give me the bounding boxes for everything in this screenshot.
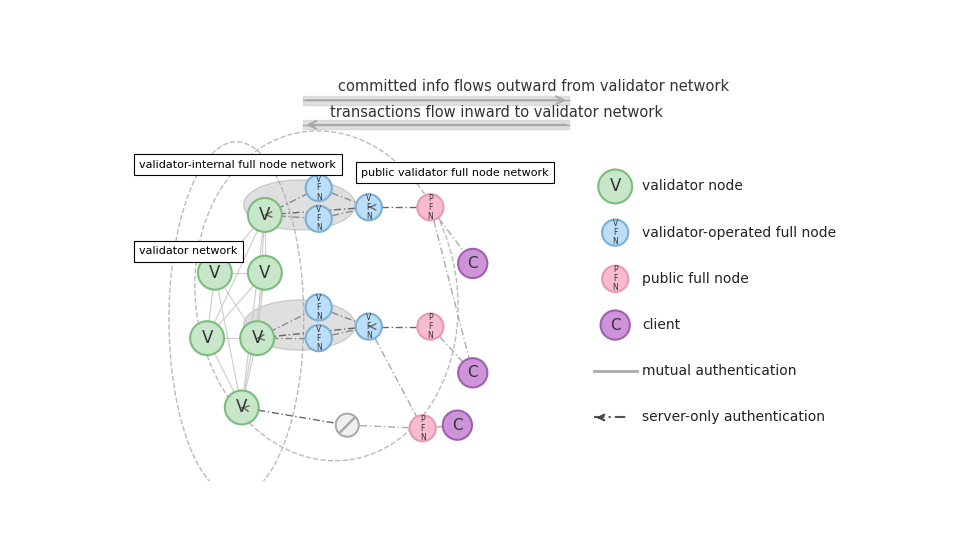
Text: C: C	[468, 256, 478, 271]
Text: validator network: validator network	[139, 246, 238, 256]
Circle shape	[305, 175, 332, 201]
Circle shape	[458, 358, 488, 387]
Circle shape	[305, 294, 332, 320]
Text: P
F
N: P F N	[612, 265, 618, 292]
Text: V: V	[259, 206, 271, 224]
Text: V: V	[259, 264, 271, 282]
Text: C: C	[468, 365, 478, 380]
Text: public full node: public full node	[642, 272, 749, 286]
Text: V
F
N: V F N	[316, 174, 322, 201]
Circle shape	[225, 390, 258, 424]
Circle shape	[305, 325, 332, 351]
Circle shape	[190, 321, 224, 355]
Text: client: client	[642, 318, 681, 332]
Circle shape	[356, 314, 382, 340]
Text: V
F
N: V F N	[316, 205, 322, 232]
Text: V
F
N: V F N	[316, 294, 322, 321]
Text: P
F
N: P F N	[427, 194, 433, 221]
Circle shape	[418, 194, 444, 220]
Text: V: V	[209, 264, 221, 282]
Circle shape	[602, 266, 628, 292]
Text: V: V	[252, 329, 263, 347]
Text: committed info flows outward from validator network: committed info flows outward from valida…	[338, 79, 730, 94]
Text: validator-operated full node: validator-operated full node	[642, 226, 836, 240]
Text: V
F
N: V F N	[366, 313, 372, 340]
Text: V
F
N: V F N	[316, 325, 322, 352]
Text: V: V	[236, 399, 248, 416]
Ellipse shape	[244, 300, 355, 350]
Circle shape	[305, 206, 332, 232]
Circle shape	[443, 410, 472, 440]
Circle shape	[458, 249, 488, 278]
Circle shape	[410, 415, 436, 441]
Text: P
F
N: P F N	[420, 415, 425, 442]
Circle shape	[248, 198, 282, 232]
Text: V
F
N: V F N	[366, 194, 372, 221]
Text: validator-internal full node network: validator-internal full node network	[139, 160, 336, 170]
Circle shape	[418, 314, 444, 340]
Ellipse shape	[244, 180, 355, 230]
Circle shape	[601, 310, 630, 340]
Text: V
F
N: V F N	[612, 219, 618, 246]
Circle shape	[336, 414, 359, 437]
Text: C: C	[452, 417, 463, 433]
Text: P
F
N: P F N	[427, 313, 433, 340]
Circle shape	[240, 321, 275, 355]
Text: V: V	[610, 178, 621, 195]
Text: public validator full node network: public validator full node network	[361, 167, 549, 178]
Text: V: V	[202, 329, 213, 347]
Circle shape	[602, 220, 628, 246]
Text: transactions flow inward to validator network: transactions flow inward to validator ne…	[330, 105, 663, 120]
Text: C: C	[610, 318, 620, 333]
Text: mutual authentication: mutual authentication	[642, 364, 797, 378]
Circle shape	[248, 256, 282, 289]
Circle shape	[598, 170, 632, 204]
Text: server-only authentication: server-only authentication	[642, 410, 826, 424]
Circle shape	[198, 256, 231, 289]
Text: validator node: validator node	[642, 179, 743, 193]
Circle shape	[356, 194, 382, 220]
